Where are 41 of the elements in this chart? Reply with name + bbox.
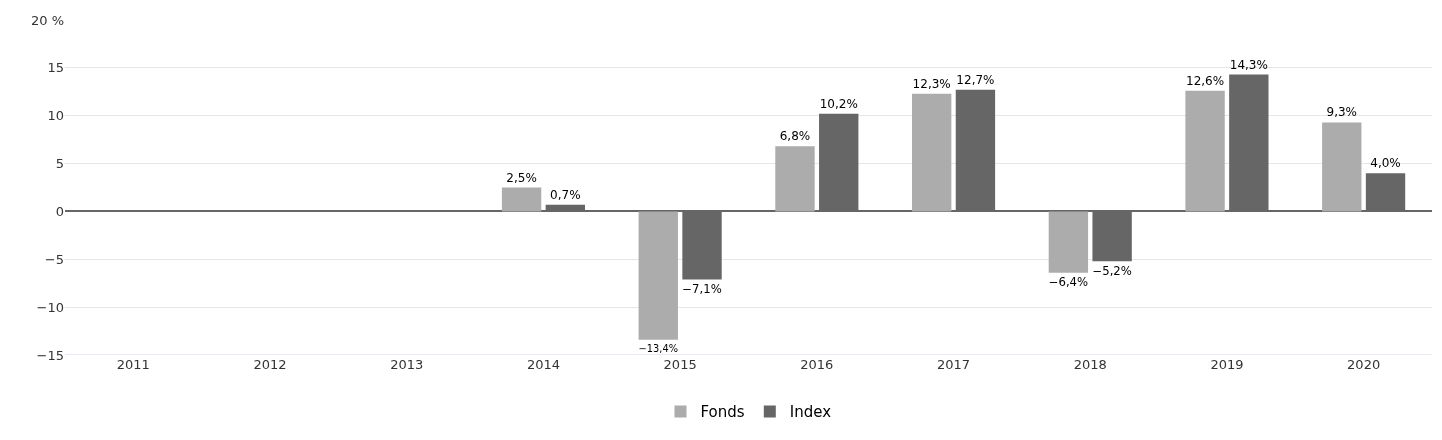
- data-label: −7,1%: [682, 282, 722, 297]
- data-label: −13,4%: [638, 342, 678, 354]
- data-label: −5,2%: [1092, 263, 1132, 278]
- y-tick-label: −15: [36, 347, 64, 363]
- data-label: 6,8%: [779, 129, 811, 144]
- y-tick-label: 5: [55, 156, 64, 172]
- bar: [775, 146, 815, 212]
- x-tick-label: 2013: [390, 357, 424, 372]
- data-label: 12,3%: [912, 76, 951, 91]
- data-label: 10,2%: [819, 96, 858, 111]
- legend-label: Index: [789, 403, 832, 422]
- bar: [911, 93, 952, 212]
- x-tick-label: 2020: [1347, 357, 1381, 372]
- y-tick-label: −10: [36, 299, 64, 315]
- bar: [638, 211, 678, 340]
- x-tick-label: 2018: [1073, 357, 1107, 372]
- y-tick-label: 20 %: [30, 12, 64, 28]
- legend-label: Fonds: [700, 403, 745, 422]
- x-tick-label: 2017: [937, 357, 971, 372]
- bar: [501, 187, 542, 212]
- data-label: 4,0%: [1370, 156, 1401, 171]
- y-tick-label: 10: [47, 108, 64, 124]
- data-label: 12,7%: [956, 72, 995, 87]
- x-tick-label: 2014: [526, 357, 560, 372]
- x-tick-label: 2012: [253, 357, 287, 372]
- x-tick-label: 2016: [800, 357, 834, 372]
- x-tick-label: 2011: [116, 357, 150, 372]
- y-tick-label: 0: [55, 203, 64, 219]
- data-label: 9,3%: [1326, 105, 1358, 120]
- y-tick-label: 15: [47, 60, 64, 76]
- bar: [1185, 90, 1225, 212]
- data-label: 2,5%: [506, 170, 537, 185]
- data-label: 14,3%: [1229, 57, 1268, 72]
- x-tick-label: 2019: [1210, 357, 1244, 372]
- data-label: 0,7%: [550, 187, 581, 202]
- data-label: −6,4%: [1048, 275, 1089, 290]
- data-label: 12,6%: [1186, 73, 1225, 88]
- bar: [1048, 211, 1089, 273]
- x-tick-label: 2015: [663, 357, 697, 372]
- y-tick-label: −5: [44, 251, 64, 267]
- bar: [1322, 122, 1362, 212]
